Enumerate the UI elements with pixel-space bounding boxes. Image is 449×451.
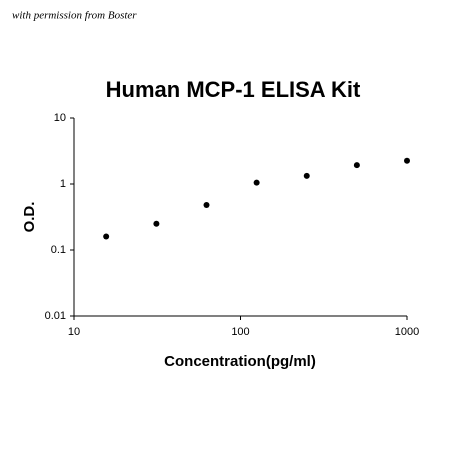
data-point [103,233,110,240]
data-point [153,220,160,227]
chart-title: Human MCP-1 ELISA Kit [106,77,361,102]
data-point [353,162,360,169]
data-point [404,157,410,164]
watermark: with permission from Boster [12,10,137,22]
data-point [203,202,210,209]
x-tick-label: 10 [68,326,80,338]
y-tick-label: 10 [54,112,66,124]
y-tick-label: 0.1 [51,244,66,256]
x-tick-label: 100 [231,326,249,338]
y-axis-label: O.D. [21,202,38,233]
y-tick-label: 0.01 [45,310,66,322]
data-point [253,179,260,186]
x-axis-label: Concentration(pg/ml) [164,353,316,370]
data-point [303,172,310,179]
y-tick-label: 1 [60,178,66,190]
x-tick-label: 1000 [395,326,419,338]
